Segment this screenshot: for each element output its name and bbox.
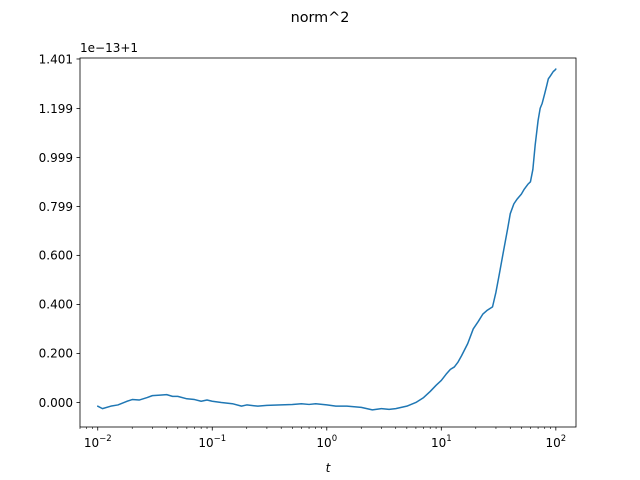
x-tick-label: 10−2 xyxy=(84,434,112,450)
x-axis-label: t xyxy=(326,461,332,475)
y-tick-label: 0.000 xyxy=(39,396,73,410)
plot-area: 10−2 10−1 100 101 102 0.000 0.200 0.400 0.600 0.7… xyxy=(39,52,577,450)
y-tick-label: 0.600 xyxy=(39,249,73,263)
x-tick-label: 100 xyxy=(316,434,337,450)
x-tick-label: 10−1 xyxy=(198,434,226,450)
y-tick-label: 1.199 xyxy=(39,102,73,116)
y-tick-label: 0.200 xyxy=(39,347,73,361)
y-tick-label: 0.799 xyxy=(39,200,73,214)
chart-title: norm^2 xyxy=(291,10,350,26)
y-tick-label: 1.401 xyxy=(39,52,73,66)
y-tick-label: 0.400 xyxy=(39,298,73,312)
series-line-0 xyxy=(96,68,557,411)
x-tick-label: 101 xyxy=(431,434,452,450)
x-tick-label: 102 xyxy=(545,434,566,450)
axes-frame xyxy=(79,57,577,428)
y-offset-text: 1e−13+1 xyxy=(80,41,138,55)
y-tick-label: 0.999 xyxy=(39,151,73,165)
